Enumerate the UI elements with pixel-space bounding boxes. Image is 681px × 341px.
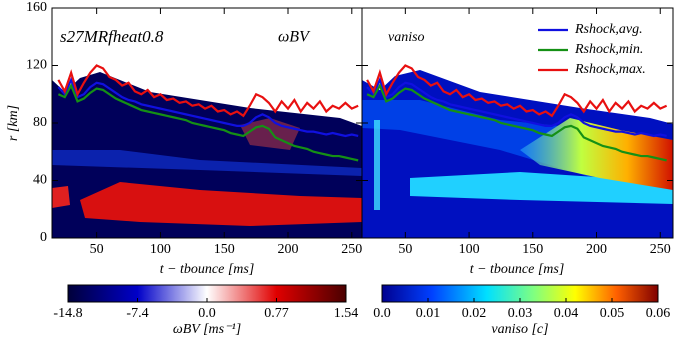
colorbar-tick-label: 0.06: [646, 306, 671, 321]
run-label: s27MRfheat0.8: [60, 27, 164, 46]
legend-label: Rshock,max.: [574, 62, 646, 77]
x-tick-label: 200: [278, 242, 299, 257]
x-tick-label: 100: [150, 242, 171, 257]
x-tick-label: 50: [90, 242, 104, 257]
panel-label: ωBV: [278, 29, 311, 46]
plot-lines: [366, 64, 668, 162]
y-axis-label: r [km]: [6, 105, 21, 141]
shock-line: [57, 76, 359, 138]
x-tick-label: 150: [214, 242, 235, 257]
colorbar-tick-label: 1.54: [334, 306, 359, 321]
colorbar-tick-label: 0.77: [264, 306, 289, 321]
shock-line: [366, 83, 667, 162]
colorbar-tick-label: 0.04: [554, 306, 579, 321]
y-tick-label: 120: [26, 58, 47, 73]
y-tick-label: 80: [33, 115, 47, 130]
shock-line: [366, 64, 668, 118]
legend-label: Rshock,avg.: [574, 22, 643, 37]
colorbar-label: vaniso [c]: [491, 322, 548, 337]
colorbar-tick-label: 0.0: [373, 306, 391, 321]
heatmap-right: [362, 70, 673, 238]
x-tick-label: 150: [522, 242, 543, 257]
y-tick-label: 160: [26, 0, 47, 15]
plot-lines: [57, 64, 359, 162]
x-tick-label: 200: [586, 242, 607, 257]
colorbar-tick-label: 0.0: [198, 306, 216, 321]
colorbar-tick-label: 0.05: [600, 306, 625, 321]
shock-line: [57, 64, 359, 118]
shock-line: [57, 83, 359, 162]
shock-line: [366, 76, 667, 138]
colorbar-tick-label: -7.4: [126, 306, 148, 321]
panel-label: vaniso: [388, 30, 425, 45]
y-tick-label: 0: [40, 230, 47, 245]
colorbar-tick-label: -14.8: [53, 306, 82, 321]
x-tick-label: 250: [341, 242, 362, 257]
x-axis-label: t − tbounce [ms]: [470, 262, 565, 277]
colorbar-label: ωBV [ms⁻¹]: [173, 322, 241, 337]
legend-label: Rshock,min.: [574, 42, 643, 57]
colorbar-tick-label: 0.02: [462, 306, 487, 321]
heatmap-left: [52, 72, 362, 238]
x-axis-label: t − tbounce [ms]: [160, 262, 255, 277]
x-tick-label: 100: [459, 242, 480, 257]
x-tick-label: 50: [398, 242, 412, 257]
x-tick-label: 250: [650, 242, 671, 257]
colorbar-tick-label: 0.01: [416, 306, 441, 321]
colorbar-tick-label: 0.03: [508, 306, 533, 321]
y-tick-label: 40: [33, 173, 47, 188]
